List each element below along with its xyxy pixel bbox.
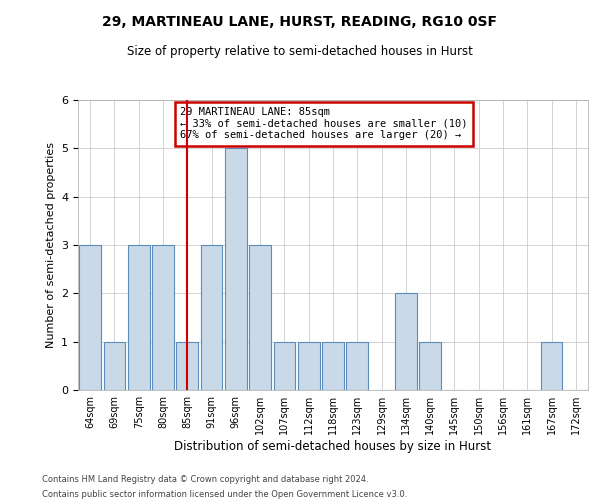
Y-axis label: Number of semi-detached properties: Number of semi-detached properties: [46, 142, 56, 348]
Text: Contains public sector information licensed under the Open Government Licence v3: Contains public sector information licen…: [42, 490, 407, 499]
Bar: [322, 342, 344, 390]
Bar: [298, 342, 320, 390]
Bar: [419, 342, 441, 390]
Bar: [176, 342, 198, 390]
Bar: [249, 245, 271, 390]
Bar: [79, 245, 101, 390]
Bar: [200, 245, 223, 390]
Bar: [395, 294, 417, 390]
Text: 29 MARTINEAU LANE: 85sqm
← 33% of semi-detached houses are smaller (10)
67% of s: 29 MARTINEAU LANE: 85sqm ← 33% of semi-d…: [180, 108, 467, 140]
X-axis label: Distribution of semi-detached houses by size in Hurst: Distribution of semi-detached houses by …: [175, 440, 491, 453]
Bar: [274, 342, 295, 390]
Bar: [128, 245, 149, 390]
Bar: [104, 342, 125, 390]
Text: 29, MARTINEAU LANE, HURST, READING, RG10 0SF: 29, MARTINEAU LANE, HURST, READING, RG10…: [103, 15, 497, 29]
Text: Contains HM Land Registry data © Crown copyright and database right 2024.: Contains HM Land Registry data © Crown c…: [42, 475, 368, 484]
Bar: [541, 342, 562, 390]
Text: Size of property relative to semi-detached houses in Hurst: Size of property relative to semi-detach…: [127, 45, 473, 58]
Bar: [152, 245, 174, 390]
Bar: [346, 342, 368, 390]
Bar: [225, 148, 247, 390]
